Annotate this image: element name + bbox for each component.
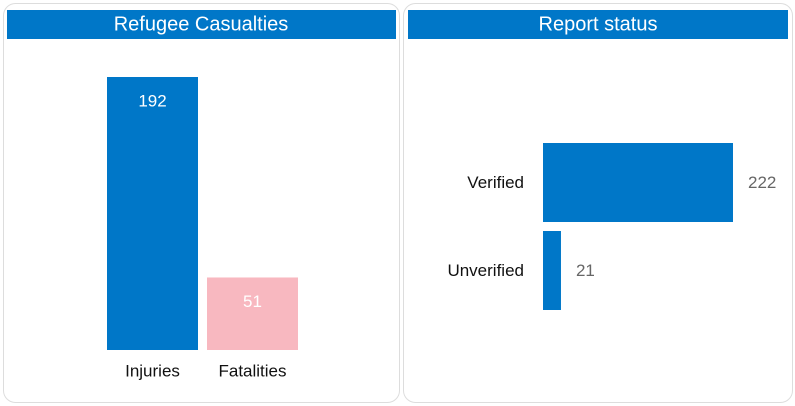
category-label: Unverified: [447, 261, 524, 280]
bar: [543, 231, 561, 310]
value-label: 222: [748, 173, 776, 192]
panel: [3, 3, 400, 403]
value-label: 51: [243, 292, 262, 311]
value-label: 21: [576, 261, 595, 280]
category-label: Injuries: [125, 361, 180, 380]
chart-title: Refugee Casualties: [114, 13, 289, 35]
value-label: 192: [138, 91, 166, 110]
title-bar: [7, 10, 396, 39]
bar: [207, 277, 298, 350]
title-bar: [408, 10, 788, 39]
category-label: Verified: [467, 173, 524, 192]
bar: [543, 143, 733, 222]
category-label: Fatalities: [218, 361, 286, 380]
bar: [107, 77, 198, 350]
chart-title: Report status: [539, 13, 658, 35]
